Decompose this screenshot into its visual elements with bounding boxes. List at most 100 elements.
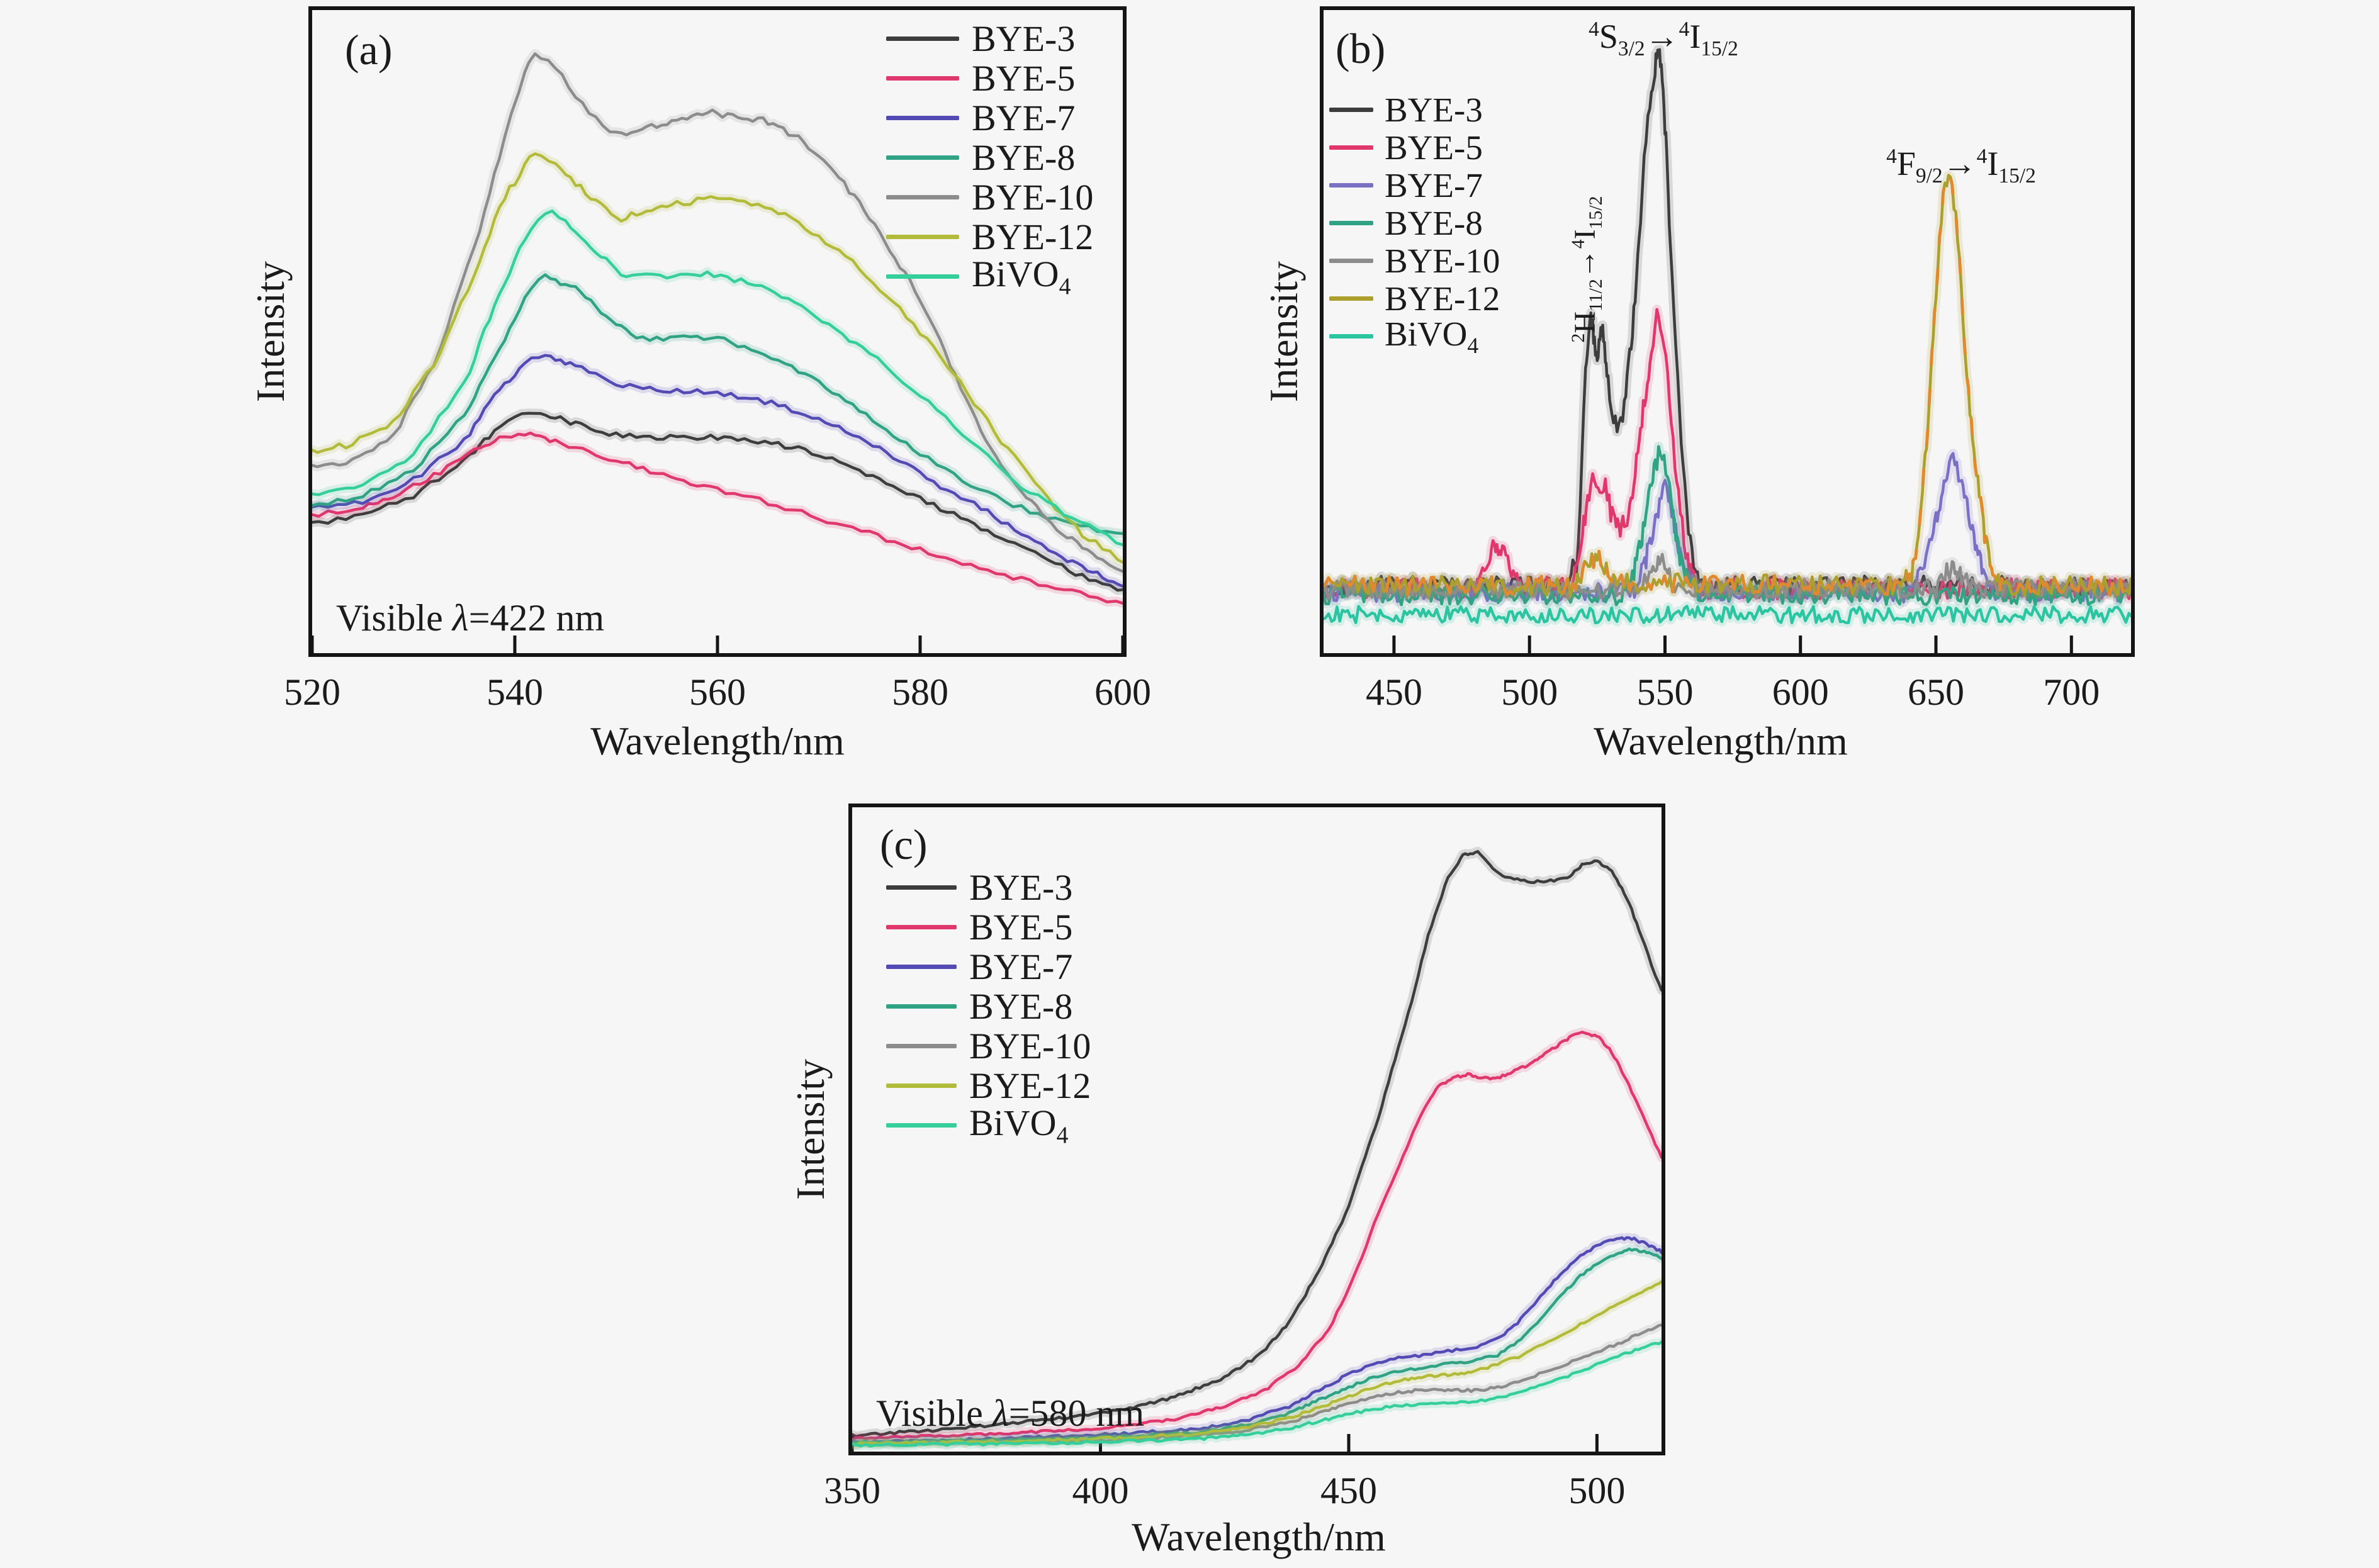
curve-BiVO4 — [1322, 605, 2133, 625]
legend-label: BYE-10 — [969, 1026, 1091, 1067]
arrow: → — [1568, 249, 1602, 279]
x-tick-label-540: 540 — [486, 671, 543, 713]
legend-item-BYE-10: BYE-10 — [1329, 242, 1500, 280]
legend-swatch — [1329, 258, 1373, 263]
legend-item-BiVO4: BiVO4 — [886, 1102, 1091, 1148]
legend-swatch — [886, 274, 959, 279]
transition-label-2H112-4I152: 2H11/2→4I15/2 — [1568, 196, 1607, 342]
legend-item-BYE-5: BYE-5 — [886, 907, 1091, 948]
panel-b-y-axis-label: Intensity — [1261, 261, 1306, 402]
panel-a-legend: BYE-3 BYE-5 BYE-7 BYE-8 BYE-10 BYE-12 BiVO4 — [886, 18, 1094, 300]
legend-swatch — [1329, 333, 1373, 339]
legend-label: BiVO4 — [1385, 314, 1479, 358]
curve-BYE-5 — [850, 1031, 1663, 1442]
sub: 15/2 — [1998, 164, 2036, 188]
legend-swatch — [886, 235, 959, 239]
x-tick-label-600: 600 — [1094, 671, 1151, 713]
legend-item-BYE-10: BYE-10 — [886, 1026, 1091, 1067]
sub: 9/2 — [1915, 164, 1943, 188]
curve-BYE-10 — [310, 52, 1125, 573]
legend-swatch — [1329, 145, 1373, 150]
transition-label-4F92-4I152: 4F9/2→4I15/2 — [1886, 144, 2036, 188]
plot-background — [848, 804, 1665, 1455]
curve-BYE-8 — [1322, 445, 2133, 607]
legend-label: BYE-3 — [969, 867, 1073, 908]
sup: 2 — [1568, 333, 1589, 343]
legend-swatch — [886, 1044, 957, 1048]
legend-swatch — [886, 116, 959, 120]
plot-background — [1320, 6, 2135, 657]
legend-swatch — [886, 1084, 957, 1088]
legend-label: BiVO4 — [972, 253, 1071, 300]
panel-b-x-axis-label: Wavelength/nm — [1594, 719, 1848, 763]
legend-item-BYE-10: BYE-10 — [886, 177, 1093, 218]
legend-swatch — [1329, 182, 1373, 188]
legend-swatch — [1329, 296, 1373, 301]
legend-label: BYE-8 — [969, 986, 1073, 1027]
legend-swatch — [886, 76, 959, 81]
panel-c-y-axis-label: Intensity — [788, 1059, 833, 1200]
legend-item-BYE-3: BYE-3 — [1329, 90, 1500, 129]
x-tick-label-700: 700 — [2043, 671, 2100, 713]
annot-text: =580 nm — [1008, 1392, 1145, 1434]
panel-c-x-axis-label: Wavelength/nm — [1132, 1515, 1386, 1559]
arrow: → — [1942, 145, 1977, 183]
curve-BYE-5 — [310, 431, 1125, 605]
legend-label: BYE-12 — [972, 216, 1094, 257]
panel-c-letter: (c) — [880, 820, 928, 868]
panel-c-plot — [848, 804, 1665, 1455]
panel-a-plot — [308, 6, 1127, 657]
legend-item-BYE-7: BYE-7 — [886, 98, 1093, 138]
lambda-symbol: λ — [992, 1392, 1009, 1434]
x-tick-label-650: 650 — [1908, 671, 1964, 713]
legend-swatch — [886, 885, 957, 890]
curve-BiVO4 — [310, 210, 1125, 547]
legend-swatch — [1329, 107, 1373, 112]
sub: 11/2 — [1585, 279, 1606, 311]
curve-BYE-10 — [1322, 552, 2133, 600]
panel-a-y-axis-label: Intensity — [248, 261, 293, 402]
curve-BYE-3 — [310, 412, 1125, 592]
annot-text: =422 nm — [468, 597, 605, 639]
term: I — [1568, 229, 1602, 240]
x-tick-label-450: 450 — [1320, 1470, 1377, 1511]
term: F — [1896, 145, 1916, 183]
legend-item-BiVO4: BiVO4 — [1329, 315, 1500, 358]
legend-item-BYE-8: BYE-8 — [886, 986, 1091, 1027]
x-tick-label-600: 600 — [1772, 671, 1829, 713]
plot-frame — [308, 6, 1127, 657]
legend-swatch — [886, 1123, 957, 1128]
curve-BiVO4 — [850, 1340, 1663, 1448]
curve-BYE-8 — [310, 273, 1125, 535]
x-tick-label-450: 450 — [1365, 671, 1422, 713]
term: I — [1987, 145, 1999, 183]
plot-frame — [1320, 6, 2135, 657]
legend-swatch — [886, 36, 959, 41]
legend-item-BYE-12: BYE-12 — [886, 216, 1094, 257]
panel-b-legend: BYE-3 BYE-5 BYE-7 BYE-8 BYE-10 BYE-12 BiVO4 — [1329, 90, 1500, 358]
curve-BYE-7 — [850, 1236, 1663, 1444]
curve-BYE-12 — [310, 152, 1125, 564]
legend-label: BYE-7 — [1385, 165, 1483, 204]
legend-label: BYE-3 — [1385, 90, 1483, 129]
curve-BYE-3 — [850, 849, 1663, 1438]
legend-swatch — [886, 925, 957, 929]
x-tick-label-500: 500 — [1568, 1470, 1626, 1511]
x-tick-label-350: 350 — [824, 1470, 880, 1511]
x-tick-label-560: 560 — [689, 671, 746, 713]
legend-swatch — [886, 195, 959, 199]
legend-item-BYE-7: BYE-7 — [886, 946, 1091, 987]
panel-c-legend: BYE-3 BYE-5 BYE-7 BYE-8 BYE-10 BYE-12 BiVO4 — [886, 867, 1091, 1148]
sub: 15/2 — [1701, 36, 1738, 60]
annot-text: Visible — [336, 597, 453, 639]
curve-BYE-7 — [310, 354, 1125, 588]
sub: 3/2 — [1617, 36, 1645, 60]
panel-a-x-axis-label: Wavelength/nm — [590, 719, 845, 763]
annot-text: Visible — [876, 1392, 993, 1434]
legend-label: BYE-7 — [972, 98, 1076, 138]
legend-item-BYE-5: BYE-5 — [886, 58, 1093, 99]
legend-label: BYE-3 — [972, 18, 1076, 59]
x-tick-label-400: 400 — [1072, 1470, 1129, 1511]
legend-label: BYE-8 — [1385, 203, 1483, 242]
